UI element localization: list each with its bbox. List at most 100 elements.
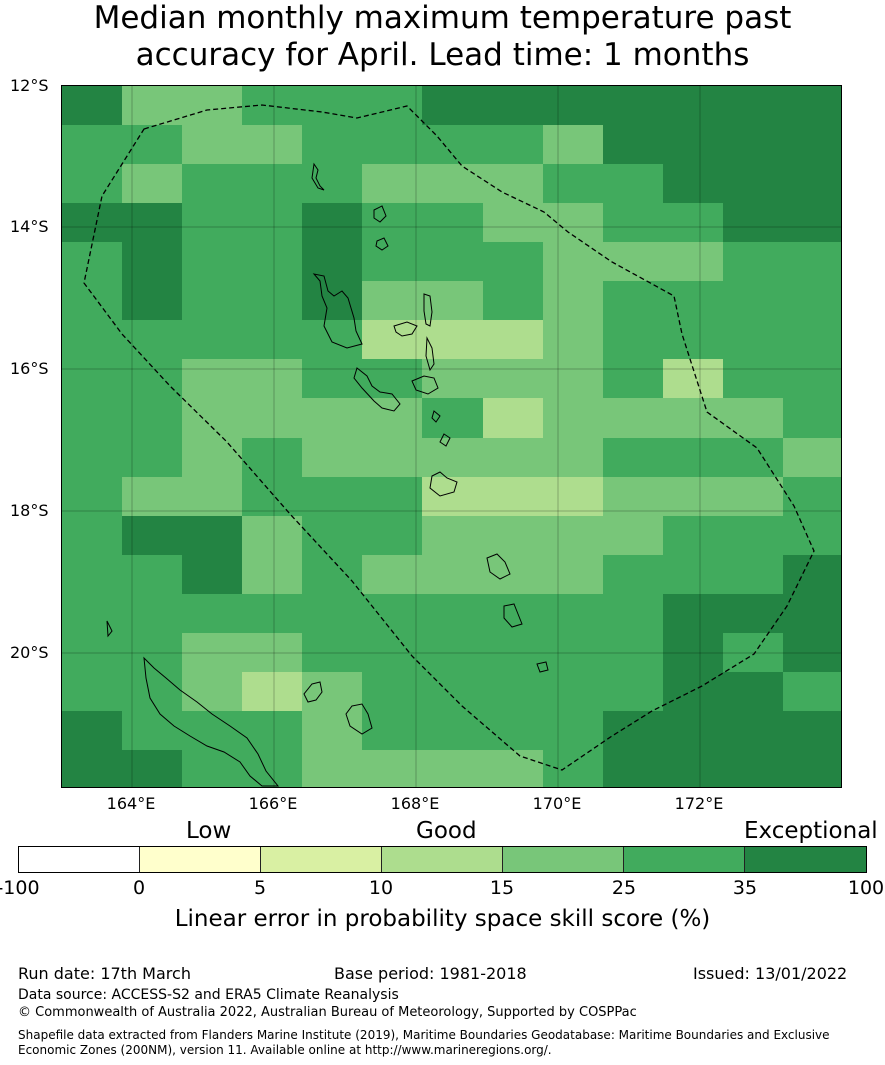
skill-cell: [483, 164, 543, 203]
skill-cell: [62, 203, 122, 242]
map-title: Median monthly maximum temperature past …: [0, 0, 885, 74]
skill-cell: [783, 477, 841, 516]
skill-cell: [122, 125, 182, 164]
skill-cell: [362, 555, 422, 594]
skill-cell: [302, 86, 362, 125]
skill-cell: [663, 633, 723, 672]
skill-cell: [62, 633, 122, 672]
skill-cell: [723, 86, 783, 125]
skill-cell: [663, 711, 723, 750]
skill-cell: [122, 555, 182, 594]
legend-exceptional-label: Exceptional: [744, 818, 878, 844]
skill-cell: [62, 477, 122, 516]
skill-cell: [543, 320, 603, 359]
skill-cell: [182, 86, 242, 125]
skill-cell: [122, 281, 182, 320]
skill-cell: [62, 86, 122, 125]
skill-cell: [62, 398, 122, 438]
skill-cell: [242, 750, 302, 787]
skill-cell: [242, 398, 302, 438]
skill-cell: [783, 633, 841, 672]
skill-cell: [783, 203, 841, 242]
skill-cell: [783, 438, 841, 477]
skill-cell: [242, 477, 302, 516]
skill-cell: [182, 516, 242, 555]
skill-cell: [483, 86, 543, 125]
skill-cell: [302, 477, 362, 516]
skill-cell: [543, 633, 603, 672]
skill-cell: [663, 477, 723, 516]
map-canvas: [62, 86, 841, 787]
skill-cell: [422, 516, 483, 555]
skill-cell: [182, 633, 242, 672]
skill-cell: [723, 633, 783, 672]
skill-cell: [362, 438, 422, 477]
skill-cell: [182, 750, 242, 787]
base-period: Base period: 1981-2018: [334, 964, 527, 983]
skill-cell: [362, 594, 422, 633]
y-tick-18s: 18°S: [10, 501, 49, 520]
skill-cell: [362, 711, 422, 750]
skill-cell: [543, 242, 603, 281]
skill-cell: [543, 555, 603, 594]
skill-cell: [543, 477, 603, 516]
skill-cell: [783, 125, 841, 164]
skill-cell: [182, 711, 242, 750]
skill-cell: [603, 125, 663, 164]
skill-cell: [603, 359, 663, 398]
skill-cell: [302, 203, 362, 242]
skill-cell: [663, 398, 723, 438]
skill-cell: [422, 594, 483, 633]
skill-cell: [603, 750, 663, 787]
skill-cell: [723, 438, 783, 477]
skill-cell: [483, 398, 543, 438]
shapefile-credit-1: Shapefile data extracted from Flanders M…: [18, 1028, 830, 1042]
skill-cell: [543, 398, 603, 438]
skill-cell: [663, 86, 723, 125]
skill-cell: [783, 281, 841, 320]
legend-low-label: Low: [186, 818, 232, 844]
legend-tick: 100: [847, 877, 885, 899]
legend-good-label: Good: [416, 818, 477, 844]
skill-cell: [422, 477, 483, 516]
skill-cell: [62, 594, 122, 633]
legend-tick: 35: [732, 877, 758, 899]
y-tick-16s: 16°S: [10, 359, 49, 378]
skill-cell: [242, 516, 302, 555]
skill-cell: [422, 320, 483, 359]
skill-cell: [62, 750, 122, 787]
skill-cell: [62, 164, 122, 203]
eez-boundary: [83, 104, 815, 771]
skill-cell: [422, 86, 483, 125]
skill-cell: [663, 320, 723, 359]
skill-cell: [122, 711, 182, 750]
skill-cell: [62, 672, 122, 711]
skill-cell: [483, 672, 543, 711]
legend-colorbar: [18, 846, 867, 873]
skill-cell: [723, 398, 783, 438]
skill-cell: [182, 594, 242, 633]
skill-cell: [62, 359, 122, 398]
skill-cell: [783, 516, 841, 555]
skill-cell: [62, 281, 122, 320]
skill-cell: [122, 398, 182, 438]
skill-cell: [483, 750, 543, 787]
skill-cell: [723, 477, 783, 516]
skill-cell: [182, 164, 242, 203]
skill-cell: [422, 203, 483, 242]
skill-cell: [483, 203, 543, 242]
skill-cell: [663, 555, 723, 594]
skill-cell: [543, 359, 603, 398]
skill-cell: [723, 594, 783, 633]
skill-cell: [362, 477, 422, 516]
skill-cell: [422, 438, 483, 477]
legend-segment: [382, 847, 503, 872]
skill-cell: [783, 672, 841, 711]
skill-cell: [182, 125, 242, 164]
skill-cell: [663, 438, 723, 477]
skill-cell: [723, 555, 783, 594]
x-tick-170e: 170°E: [532, 794, 582, 813]
shapefile-credit-2: Economic Zones (200NM), version 11. Avai…: [18, 1043, 552, 1057]
skill-cell: [302, 398, 362, 438]
skill-cell: [603, 320, 663, 359]
